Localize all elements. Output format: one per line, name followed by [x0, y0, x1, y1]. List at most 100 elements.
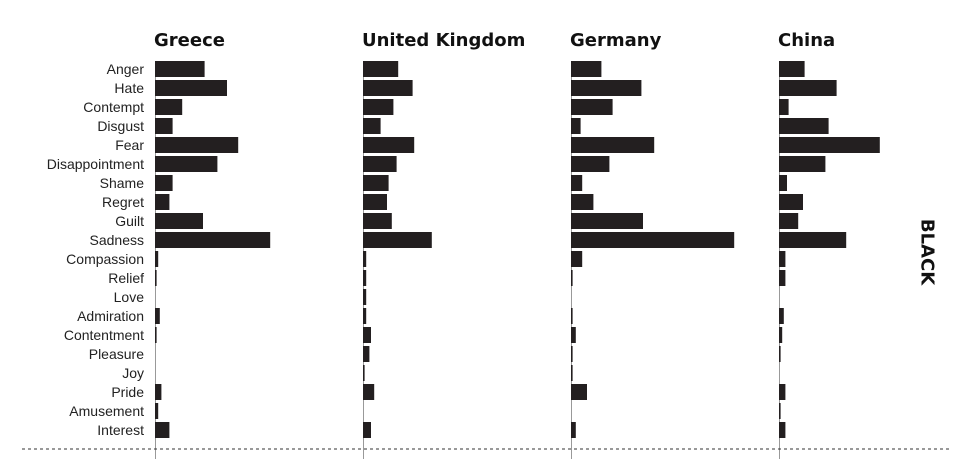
bar [779, 61, 805, 77]
category-label: Shame [100, 175, 145, 191]
bar [779, 194, 803, 210]
bar [779, 327, 783, 343]
category-label: Anger [107, 61, 145, 77]
bar [779, 99, 789, 115]
bar [155, 156, 218, 172]
bar [571, 384, 587, 400]
bar [779, 422, 786, 438]
bar [155, 403, 159, 419]
bar [363, 289, 367, 305]
category-label: Interest [97, 422, 144, 438]
category-label: Love [114, 289, 145, 305]
bar [571, 365, 573, 381]
bar [363, 346, 370, 362]
bar [779, 403, 781, 419]
bar [363, 232, 432, 248]
category-label: Sadness [90, 232, 144, 248]
bar [779, 232, 847, 248]
bar [571, 346, 573, 362]
bar [779, 270, 786, 286]
category-label: Guilt [115, 213, 144, 229]
bar [779, 346, 781, 362]
category-label: Fear [115, 137, 144, 153]
bar [571, 213, 643, 229]
bar [363, 308, 367, 324]
bar [363, 99, 394, 115]
bar [363, 422, 371, 438]
panel-title: United Kingdom [362, 30, 525, 51]
bar [155, 251, 159, 267]
bar [571, 156, 610, 172]
category-label: Relief [108, 270, 144, 286]
bar [779, 384, 786, 400]
category-label: Regret [102, 194, 144, 210]
bar [571, 61, 602, 77]
bar [363, 194, 387, 210]
panel-axes [155, 61, 780, 459]
bar [363, 61, 399, 77]
bar [571, 251, 583, 267]
bar [571, 194, 594, 210]
bar [155, 327, 157, 343]
bar [155, 232, 271, 248]
panel-title: Greece [154, 30, 225, 51]
panel-title: Germany [570, 30, 662, 51]
bar [155, 194, 170, 210]
bar [363, 118, 381, 134]
bar [571, 118, 581, 134]
bar [363, 365, 365, 381]
bar [571, 308, 573, 324]
category-label: Amusement [69, 403, 144, 419]
category-label: Contempt [83, 99, 144, 115]
bar [571, 270, 573, 286]
bar [571, 80, 642, 96]
bar [571, 327, 576, 343]
category-label: Admiration [77, 308, 144, 324]
category-label: Disappointment [47, 156, 144, 172]
category-label: Hate [114, 80, 144, 96]
bars [155, 61, 880, 438]
bar [363, 175, 389, 191]
bar [363, 80, 413, 96]
category-label: Disgust [97, 118, 144, 134]
bar [363, 327, 371, 343]
bar [571, 232, 735, 248]
bar [571, 137, 655, 153]
category-label: Compassion [66, 251, 144, 267]
bar [779, 137, 880, 153]
bar [779, 175, 787, 191]
bar [363, 384, 375, 400]
category-label: Contentment [64, 327, 144, 343]
bar [155, 175, 173, 191]
side-label: BLACK [917, 219, 938, 286]
category-label: Joy [122, 365, 144, 381]
bar [363, 137, 415, 153]
bar [779, 213, 799, 229]
bar [779, 251, 786, 267]
bar [363, 213, 392, 229]
bar [155, 422, 170, 438]
bar [155, 80, 227, 96]
bar [779, 308, 784, 324]
category-label: Pleasure [89, 346, 144, 362]
bar [155, 213, 203, 229]
category-label: Pride [111, 384, 144, 400]
bar [571, 422, 576, 438]
bar [155, 137, 239, 153]
bar [779, 80, 837, 96]
bar [155, 99, 183, 115]
category-labels: Anger Hate Contempt Disgust Fear Disappointme… [47, 61, 145, 438]
bar [363, 156, 397, 172]
bar [155, 384, 162, 400]
bar [155, 61, 205, 77]
bar [155, 270, 157, 286]
bar [779, 118, 829, 134]
bar [155, 118, 173, 134]
bar [571, 99, 613, 115]
bar [363, 251, 367, 267]
bar [571, 175, 583, 191]
bar [155, 308, 160, 324]
bar [779, 156, 826, 172]
panel-titles: Greece United Kingdom Germany China [154, 30, 835, 51]
